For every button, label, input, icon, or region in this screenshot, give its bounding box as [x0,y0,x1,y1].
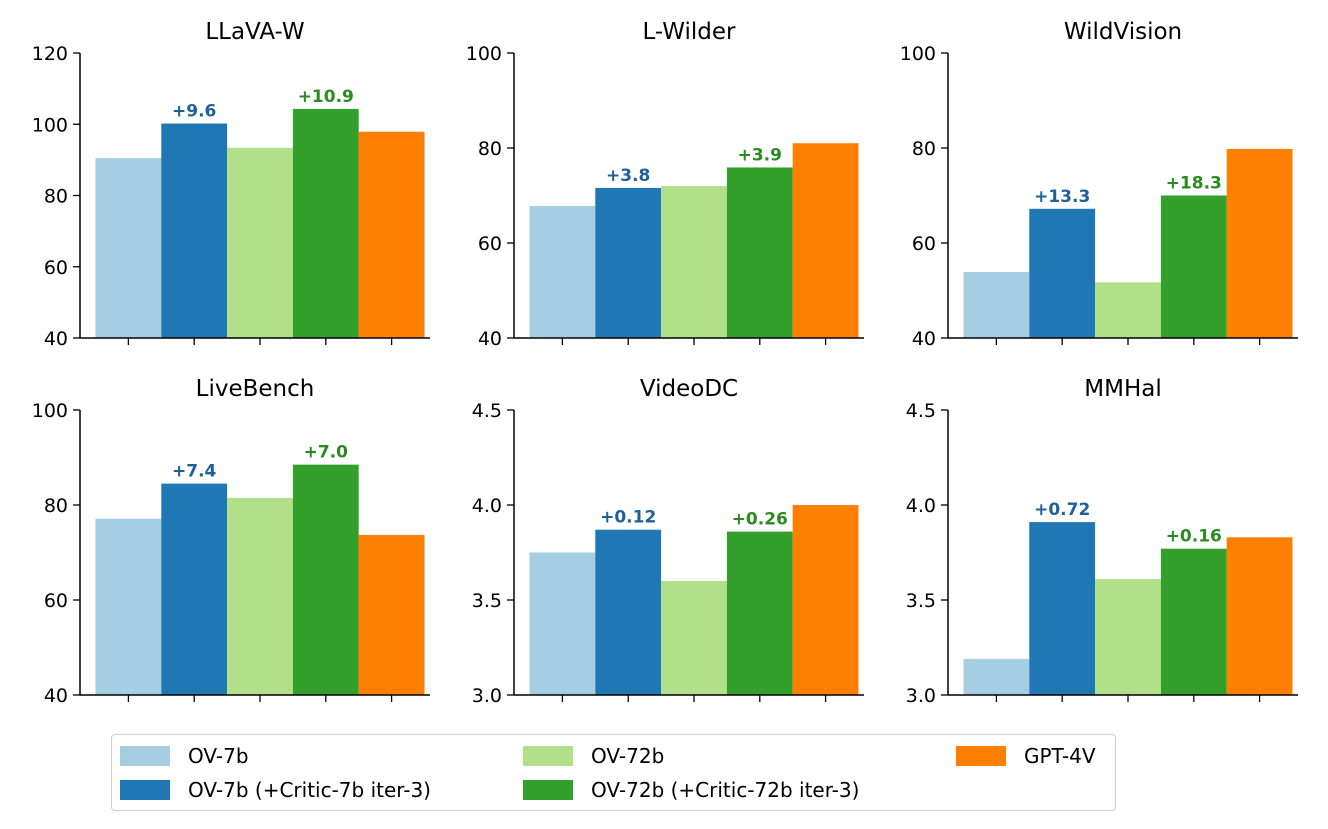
bar-mmhal-ov-72b-critic-72b-iter-3 [1160,548,1227,695]
annotation-mmhal-0: +0.72 [1034,500,1090,520]
y-tick-label-llava-w-4: 120 [32,43,68,65]
subplot-llava-w: +9.6 +10.9 40 60 80 100 120 LLaVA-W [32,19,430,350]
legend-item-gpt-4v: GPT-4V [956,743,1096,769]
bar-llava-w-ov-7b-critic-7b-iter-3 [161,123,228,338]
bar-videodc-ov-72b [661,581,727,695]
y-tick-label-videodc-2: 4.0 [472,495,502,517]
legend-label-ov-72b-critic: OV-72b (+Critic-72b iter-3) [591,778,860,802]
y-tick-label-livebench-2: 80 [44,495,68,517]
annotation-videodc-0: +0.12 [600,508,656,528]
legend-label-ov-7b-critic: OV-7b (+Critic-7b iter-3) [188,778,431,802]
bar-livebench-ov-72b-critic-72b-iter-3 [292,464,359,695]
bar-l-wilder-gpt-4v [792,143,859,338]
legend-swatch-gpt-4v [956,746,1006,766]
annotation-llava-w-0: +9.6 [172,102,216,122]
bar-wildvision-ov-7b-critic-7b-iter-3 [1029,208,1096,338]
legend-label-ov-72b: OV-72b [591,744,665,768]
bar-l-wilder-ov-7b-critic-7b-iter-3 [595,187,662,338]
bar-livebench-ov-7b-critic-7b-iter-3 [161,483,228,695]
y-tick-label-llava-w-0: 40 [44,328,68,350]
annotation-mmhal-1: +0.16 [1166,527,1222,547]
legend-item-ov-72b: OV-72b [523,743,664,769]
bar-livebench-ov-72b [227,497,293,695]
bar-llava-w-ov-72b [227,147,293,338]
bar-llava-w-ov-7b [95,158,162,338]
annotation-wildvision-1: +18.3 [1166,174,1222,194]
bar-wildvision-gpt-4v [1226,148,1293,338]
legend-swatch-ov-7b-critic [120,780,170,800]
bar-llava-w-gpt-4v [358,131,425,338]
y-tick-label-mmhal-1: 3.5 [906,590,936,612]
y-tick-label-l-wilder-2: 80 [478,138,502,160]
bar-videodc-ov-72b-critic-72b-iter-3 [726,531,793,695]
y-tick-label-l-wilder-3: 100 [466,43,502,65]
bar-livebench-gpt-4v [358,534,425,695]
legend: OV-7b OV-7b (+Critic-7b iter-3) OV-72b O… [111,734,1116,811]
annotation-wildvision-0: +13.3 [1034,187,1090,207]
bar-videodc-ov-7b [529,552,596,695]
y-tick-label-livebench-1: 60 [44,590,68,612]
y-tick-label-wildvision-0: 40 [912,328,936,350]
y-tick-label-llava-w-3: 100 [32,114,68,136]
bar-mmhal-ov-7b [963,658,1030,695]
legend-label-ov-7b: OV-7b [188,744,249,768]
bar-l-wilder-ov-72b [661,186,727,338]
subplot-title-mmhal: MMHal [1084,376,1161,402]
y-tick-label-mmhal-2: 4.0 [906,495,936,517]
bar-l-wilder-ov-7b [529,205,596,338]
subplot-wildvision: +13.3 +18.3 40 60 80 100 WildVision [900,19,1298,350]
subplot-title-wildvision: WildVision [1064,19,1182,45]
bar-videodc-gpt-4v [792,505,859,695]
subplot-livebench: +7.4 +7.0 40 60 80 100 LiveBench [32,376,430,707]
y-tick-label-mmhal-3: 4.5 [906,400,936,422]
y-tick-label-videodc-3: 4.5 [472,400,502,422]
subplot-l-wilder: +3.8 +3.9 40 60 80 100 L-Wilder [466,19,864,350]
y-tick-label-wildvision-3: 100 [900,43,936,65]
subplot-videodc: +0.12 +0.26 3.0 3.5 4.0 4.5 VideoDC [472,376,864,707]
y-tick-label-wildvision-1: 60 [912,233,936,255]
y-tick-label-wildvision-2: 80 [912,138,936,160]
annotation-llava-w-1: +10.9 [298,87,354,107]
y-tick-label-l-wilder-1: 60 [478,233,502,255]
bar-wildvision-ov-72b [1095,282,1161,338]
subplot-title-livebench: LiveBench [196,376,315,402]
legend-item-ov-7b: OV-7b [120,743,249,769]
y-tick-label-l-wilder-0: 40 [478,328,502,350]
annotation-videodc-1: +0.26 [732,510,788,530]
annotation-livebench-1: +7.0 [304,443,349,463]
y-tick-label-livebench-0: 40 [44,685,68,707]
subplot-title-videodc: VideoDC [640,376,738,402]
y-tick-label-mmhal-0: 3.0 [906,685,936,707]
subplot-title-llava-w: LLaVA-W [205,19,304,45]
bar-wildvision-ov-72b-critic-72b-iter-3 [1160,195,1227,338]
legend-swatch-ov-72b-critic [523,780,573,800]
y-tick-label-videodc-1: 3.5 [472,590,502,612]
y-tick-label-videodc-0: 3.0 [472,685,502,707]
annotation-livebench-0: +7.4 [172,462,217,482]
bar-mmhal-ov-7b-critic-7b-iter-3 [1029,522,1096,695]
y-tick-label-livebench-3: 100 [32,400,68,422]
legend-swatch-ov-72b [523,746,573,766]
annotation-l-wilder-1: +3.9 [738,145,782,165]
bar-l-wilder-ov-72b-critic-72b-iter-3 [726,167,793,338]
legend-item-ov-72b-critic: OV-72b (+Critic-72b iter-3) [523,777,859,803]
subplot-mmhal: +0.72 +0.16 3.0 3.5 4.0 4.5 MMHal [906,376,1298,707]
subplot-title-l-wilder: L-Wilder [643,19,737,45]
bar-llava-w-ov-72b-critic-72b-iter-3 [292,108,359,339]
bar-mmhal-gpt-4v [1226,537,1293,695]
bar-wildvision-ov-7b [963,271,1030,338]
annotation-l-wilder-0: +3.8 [606,166,650,186]
bar-videodc-ov-7b-critic-7b-iter-3 [595,529,662,695]
bar-mmhal-ov-72b [1095,579,1161,695]
legend-item-ov-7b-critic: OV-7b (+Critic-7b iter-3) [120,777,431,803]
bar-livebench-ov-7b [95,518,162,695]
y-tick-label-llava-w-1: 60 [44,257,68,279]
y-tick-label-llava-w-2: 80 [44,186,68,208]
legend-label-gpt-4v: GPT-4V [1024,744,1096,768]
legend-swatch-ov-7b [120,746,170,766]
